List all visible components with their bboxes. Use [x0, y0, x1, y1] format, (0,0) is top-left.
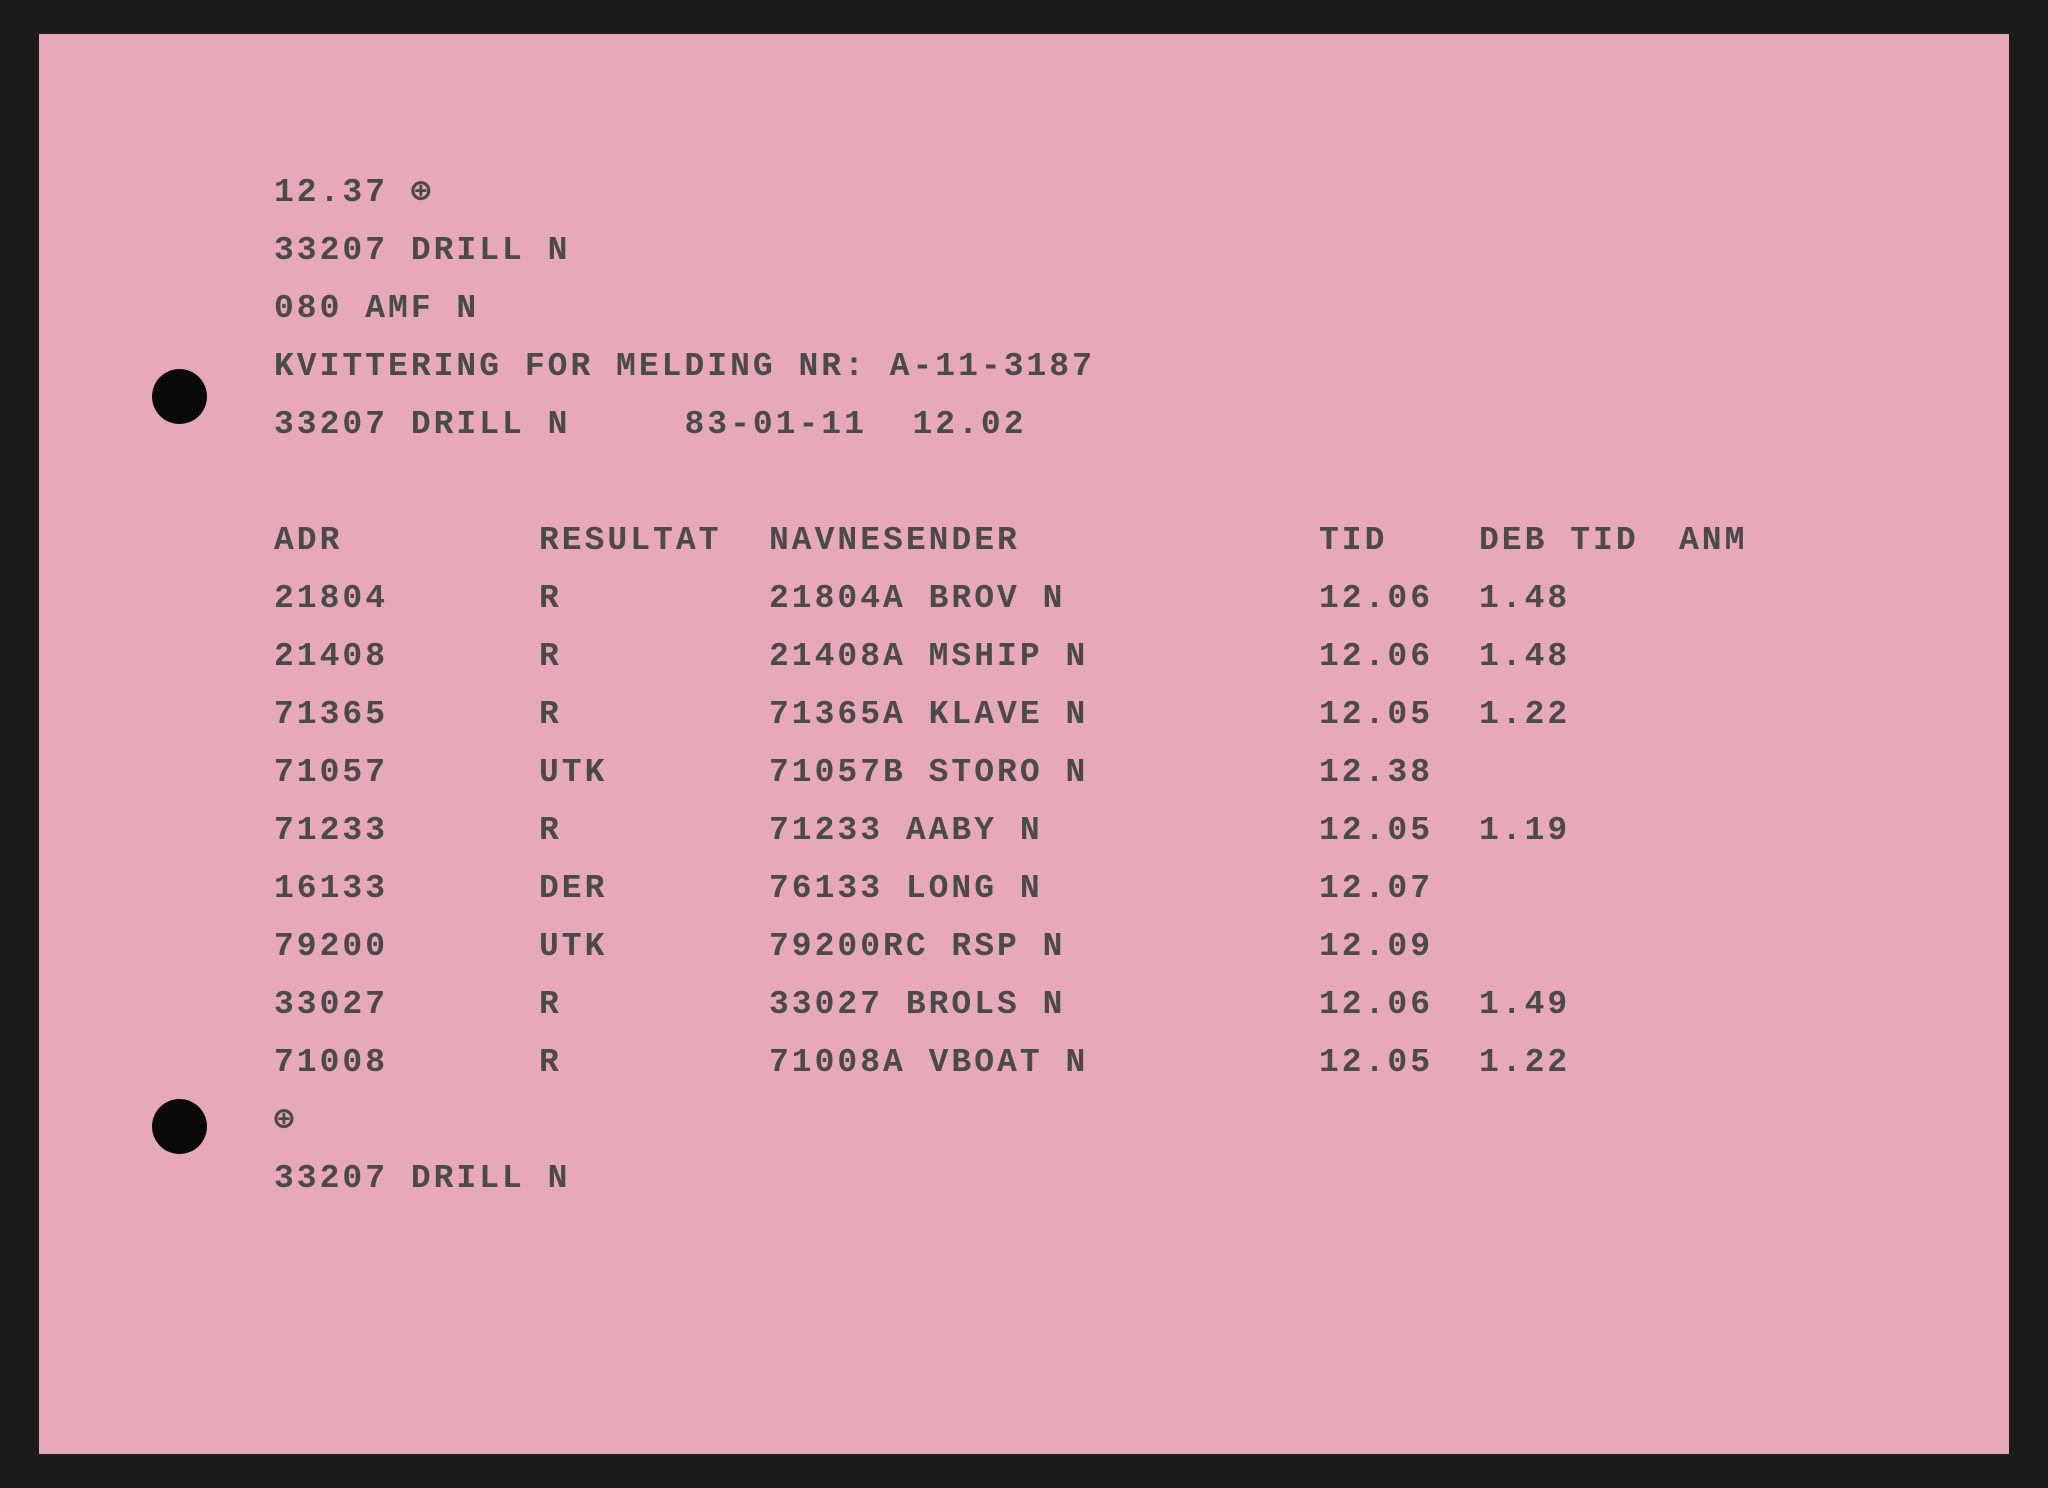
col-header-tid: TID: [1319, 512, 1479, 570]
footer-marker: ⊕: [274, 1092, 2009, 1150]
punch-hole-top: [152, 369, 207, 424]
cell-tid: 12.07: [1319, 860, 1479, 918]
header-datetime: 33207 DRILL N 83-01-11 12.02: [274, 396, 2009, 454]
cell-adr: 21408: [274, 628, 539, 686]
cell-navnesender: 71365A KLAVE N: [769, 686, 1319, 744]
table-row: 16133DER76133 LONG N12.07: [274, 860, 2009, 918]
cell-navnesender: 21408A MSHIP N: [769, 628, 1319, 686]
table-row: 33027R33027 BROLS N12.061.49: [274, 976, 2009, 1034]
table-row: 71233R71233 AABY N12.051.19: [274, 802, 2009, 860]
footer-drill: 33207 DRILL N: [274, 1150, 2009, 1208]
punch-hole-bottom: [152, 1099, 207, 1154]
table-body: 21804R21804A BROV N12.061.4821408R21408A…: [274, 570, 2009, 1092]
cell-adr: 71008: [274, 1034, 539, 1092]
cell-resultat: R: [539, 628, 769, 686]
cell-resultat: R: [539, 1034, 769, 1092]
cell-deb-tid: 1.19: [1479, 802, 1679, 860]
col-header-resultat: RESULTAT: [539, 512, 769, 570]
cell-adr: 16133: [274, 860, 539, 918]
spacer: [274, 454, 2009, 512]
table-header: ADRRESULTATNAVNESENDERTIDDEB TIDANM: [274, 512, 2009, 570]
cell-resultat: R: [539, 686, 769, 744]
table-row: 21408R21408A MSHIP N12.061.48: [274, 628, 2009, 686]
cell-resultat: R: [539, 570, 769, 628]
cell-resultat: R: [539, 802, 769, 860]
cell-navnesender: 79200RC RSP N: [769, 918, 1319, 976]
cell-adr: 71233: [274, 802, 539, 860]
cell-tid: 12.05: [1319, 686, 1479, 744]
cell-tid: 12.05: [1319, 802, 1479, 860]
header-timestamp: 12.37 ⊕: [274, 164, 2009, 222]
cell-deb-tid: 1.22: [1479, 686, 1679, 744]
cell-adr: 71365: [274, 686, 539, 744]
cell-navnesender: 76133 LONG N: [769, 860, 1319, 918]
cell-tid: 12.06: [1319, 570, 1479, 628]
cell-navnesender: 71008A VBOAT N: [769, 1034, 1319, 1092]
cell-navnesender: 21804A BROV N: [769, 570, 1319, 628]
cell-deb-tid: 1.49: [1479, 976, 1679, 1034]
col-header-adr: ADR: [274, 512, 539, 570]
cell-deb-tid: 1.48: [1479, 628, 1679, 686]
table-row: 71057UTK71057B STORO N12.38: [274, 744, 2009, 802]
cell-tid: 12.06: [1319, 628, 1479, 686]
cell-resultat: R: [539, 976, 769, 1034]
cell-tid: 12.05: [1319, 1034, 1479, 1092]
col-header-navnesender: NAVNESENDER: [769, 512, 1319, 570]
cell-adr: 21804: [274, 570, 539, 628]
cell-tid: 12.06: [1319, 976, 1479, 1034]
table-row: 71365R71365A KLAVE N12.051.22: [274, 686, 2009, 744]
content: 12.37 ⊕ 33207 DRILL N 080 AMF N KVITTERI…: [274, 164, 2009, 1208]
cell-deb-tid: 1.48: [1479, 570, 1679, 628]
cell-navnesender: 33027 BROLS N: [769, 976, 1319, 1034]
cell-navnesender: 71233 AABY N: [769, 802, 1319, 860]
table-row: 79200UTK79200RC RSP N12.09: [274, 918, 2009, 976]
table-row: 71008R71008A VBOAT N12.051.22: [274, 1034, 2009, 1092]
cell-adr: 33027: [274, 976, 539, 1034]
header-amf: 080 AMF N: [274, 280, 2009, 338]
telex-document: 12.37 ⊕ 33207 DRILL N 080 AMF N KVITTERI…: [39, 34, 2009, 1454]
header-kvittering: KVITTERING FOR MELDING NR: A-11-3187: [274, 338, 2009, 396]
cell-resultat: DER: [539, 860, 769, 918]
cell-resultat: UTK: [539, 918, 769, 976]
col-header-anm: ANM: [1679, 512, 1747, 570]
header-drill: 33207 DRILL N: [274, 222, 2009, 280]
cell-resultat: UTK: [539, 744, 769, 802]
cell-adr: 79200: [274, 918, 539, 976]
cell-tid: 12.09: [1319, 918, 1479, 976]
col-header-deb-tid: DEB TID: [1479, 512, 1679, 570]
cell-adr: 71057: [274, 744, 539, 802]
cell-deb-tid: 1.22: [1479, 1034, 1679, 1092]
cell-tid: 12.38: [1319, 744, 1479, 802]
table-row: 21804R21804A BROV N12.061.48: [274, 570, 2009, 628]
cell-navnesender: 71057B STORO N: [769, 744, 1319, 802]
